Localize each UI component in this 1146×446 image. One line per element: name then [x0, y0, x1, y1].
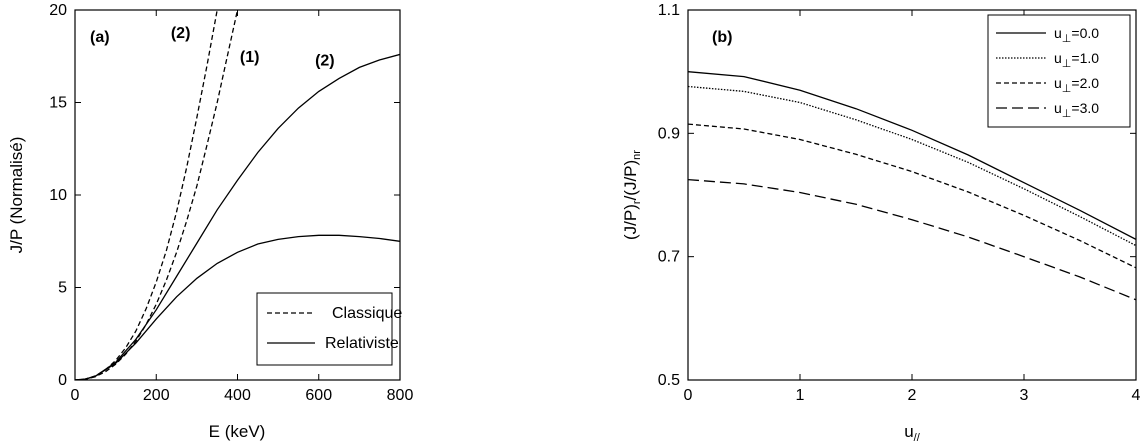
panel-b-ylabel: (J/P)r/(J/P)nr [621, 150, 643, 240]
panel-b-legend-items: u⊥=0.0 u⊥=1.0 u⊥=2.0 u⊥=3.0 [996, 25, 1099, 120]
panel-b-series-line-3 [688, 123, 1136, 269]
panel-b-label: (b) [712, 29, 732, 46]
panel-b-legend-label-2: u⊥=1.0 [1054, 50, 1099, 70]
panel-b-series-line-2 [688, 85, 1136, 247]
panel-a-curve-annotation: (2) [171, 25, 191, 42]
panel-a-xtick-label: 0 [71, 387, 80, 404]
panel-b-legend-label-1: u⊥=0.0 [1054, 25, 1099, 45]
panel-a-label: (a) [90, 29, 110, 46]
panel-b-xlabel: u// [904, 422, 921, 444]
panel-b: 0 1 2 3 4 0.5 0.7 0.9 1.1 (b) u// (J/P)r/(J/P)nr… [621, 2, 1141, 444]
panel-b-ytick-label: 0.5 [658, 372, 680, 389]
panel-a-xtick-label: 200 [143, 387, 170, 404]
legend-label-relativiste: Relativiste [325, 335, 399, 352]
panel-b-series [688, 71, 1136, 301]
panel-b-legend-box [987, 14, 1131, 128]
panel-a-series-line-4 [75, 234, 400, 380]
panel-b-legend: u⊥=0.0 u⊥=1.0 u⊥=2.0 u⊥=3.0 [987, 14, 1131, 128]
panel-a-ytick-label: 15 [49, 95, 67, 112]
panel-b-xtick-label: 4 [1132, 387, 1141, 404]
panel-a-xtick-label: 800 [387, 387, 414, 404]
panel-a-series [75, 10, 400, 380]
panel-a-xtick-label: 600 [305, 387, 332, 404]
panel-a-series-line-2 [75, 10, 239, 380]
panel-a-curve-annotation: (1) [240, 49, 260, 66]
panel-a-legend-box [256, 292, 393, 366]
panel-b-xtick-label: 0 [684, 387, 693, 404]
legend-label-classique: Classique [332, 305, 402, 322]
panel-a-legend: Classique Relativiste [256, 292, 402, 366]
panel-b-xtick-label: 1 [796, 387, 805, 404]
panel-b-ytick-label: 1.1 [658, 2, 680, 19]
panel-a-ytick-label: 0 [58, 372, 67, 389]
panel-a-annotations: (2)(1)(2)(1) [171, 25, 371, 329]
panel-a-curve-annotation: (2) [315, 53, 335, 70]
panel-b-series-line-1 [688, 71, 1136, 240]
panel-b-ytick-label: 0.9 [658, 125, 680, 142]
panel-a-ytick-label: 10 [49, 187, 67, 204]
panel-a-xtick-label: 400 [224, 387, 251, 404]
panel-a-series-line-3 [75, 53, 400, 380]
panel-b-xtick-label: 2 [908, 387, 917, 404]
panel-b-ytick-label: 0.7 [658, 249, 680, 266]
panel-b-legend-label-4: u⊥=3.0 [1054, 100, 1099, 120]
panel-a: 0 200 400 600 800 0 5 10 15 20 (a) E (keV) J/P (N… [7, 2, 413, 441]
panel-b-legend-label-3: u⊥=2.0 [1054, 75, 1099, 95]
panel-b-series-line-4 [688, 178, 1136, 301]
panel-a-ylabel: J/P (Normalisé) [7, 137, 26, 254]
panel-a-xlabel: E (keV) [209, 422, 266, 441]
panel-a-ytick-label: 5 [58, 280, 67, 297]
panel-b-xtick-label: 3 [1020, 387, 1029, 404]
panel-b-ticks: 0 1 2 3 4 0.5 0.7 0.9 1.1 [658, 2, 1141, 404]
panel-a-ticks: 0 200 400 600 800 0 5 10 15 20 [49, 2, 413, 404]
panel-a-ytick-label: 20 [49, 2, 67, 19]
